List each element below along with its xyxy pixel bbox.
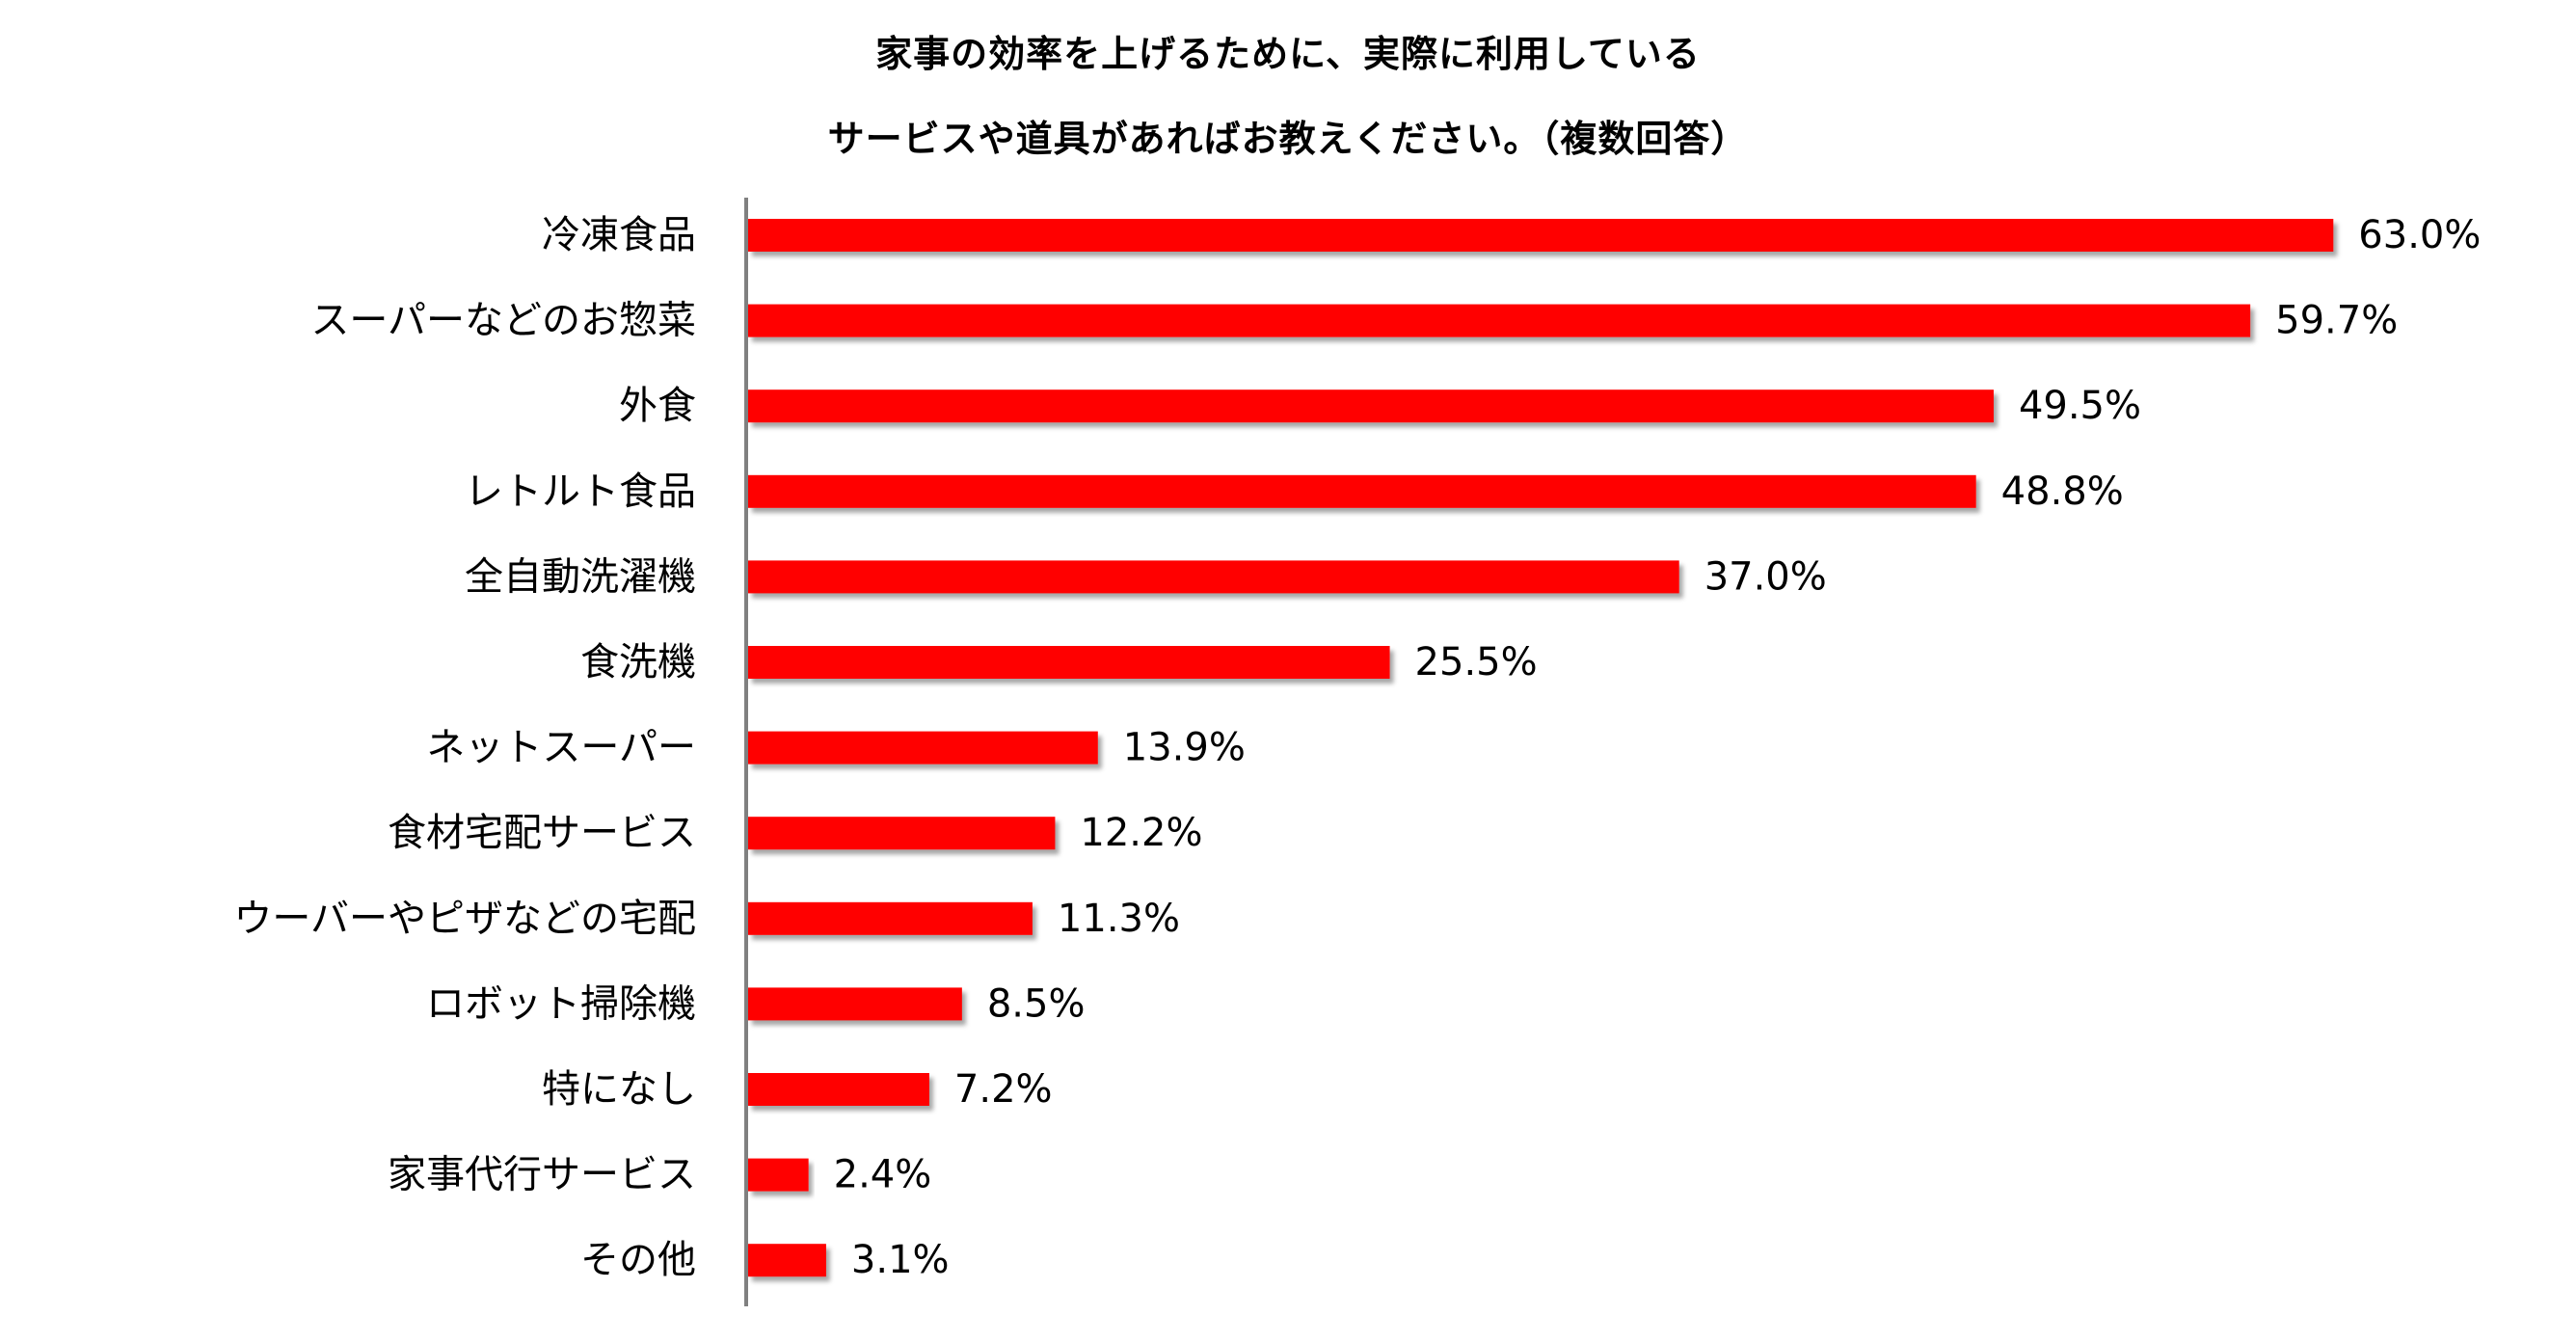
category-label: ロボット掃除機 bbox=[426, 981, 696, 1026]
category-label: スーパーなどのお惣菜 bbox=[310, 299, 696, 343]
category-label: 全自動洗濯機 bbox=[465, 554, 696, 599]
value-label: 48.8% bbox=[2001, 470, 2124, 514]
category-label: 特になし bbox=[542, 1067, 696, 1112]
value-label: 11.3% bbox=[1058, 897, 1180, 941]
value-label: 7.2% bbox=[954, 1067, 1053, 1112]
value-label: 2.4% bbox=[834, 1153, 932, 1197]
value-labels-group: 63.0% 59.7% 49.5% 48.8% 37.0% 25.5% 13.9% 12.2%… bbox=[834, 213, 2482, 1282]
bar bbox=[748, 219, 2334, 252]
category-label: ウーバーやピザなどの宅配 bbox=[233, 897, 696, 941]
bar bbox=[748, 1073, 929, 1106]
value-label: 3.1% bbox=[851, 1238, 950, 1282]
chart-title-line-1: 家事の効率を上げるために、実際に利用している bbox=[875, 33, 1701, 75]
bar bbox=[748, 987, 962, 1021]
category-label: レトルト食品 bbox=[465, 470, 696, 514]
category-label: 食洗機 bbox=[580, 640, 696, 684]
category-labels-group: 冷凍食品スーパーなどのお惣菜外食レトルト食品全自動洗濯機食洗機ネットスーパー食材… bbox=[233, 213, 696, 1282]
category-label: ネットスーパー bbox=[426, 726, 696, 770]
value-label: 63.0% bbox=[2358, 213, 2481, 257]
category-label: その他 bbox=[580, 1238, 696, 1282]
category-label: 外食 bbox=[619, 384, 696, 428]
value-label: 49.5% bbox=[2019, 384, 2141, 428]
bar bbox=[748, 1244, 826, 1277]
value-label: 13.9% bbox=[1123, 726, 1246, 770]
bar bbox=[748, 304, 2251, 337]
category-label: 家事代行サービス bbox=[388, 1153, 696, 1197]
value-label: 37.0% bbox=[1704, 554, 1827, 599]
bar bbox=[748, 560, 1679, 594]
bar bbox=[748, 389, 1994, 423]
value-label: 59.7% bbox=[2275, 299, 2398, 343]
bar bbox=[748, 731, 1098, 765]
category-label: 冷凍食品 bbox=[542, 213, 696, 257]
value-label: 8.5% bbox=[987, 981, 1086, 1026]
bar bbox=[748, 646, 1390, 679]
category-label: 食材宅配サービス bbox=[388, 811, 696, 855]
bars-group bbox=[748, 219, 2334, 1277]
chart-title-line-2: サービスや道具があればお教えください。（複数回答） bbox=[827, 118, 1749, 160]
value-label: 12.2% bbox=[1080, 811, 1202, 855]
bar bbox=[748, 901, 1033, 935]
bar bbox=[748, 474, 1976, 508]
value-label: 25.5% bbox=[1415, 640, 1538, 684]
bar bbox=[748, 1158, 809, 1192]
bar bbox=[748, 817, 1056, 850]
